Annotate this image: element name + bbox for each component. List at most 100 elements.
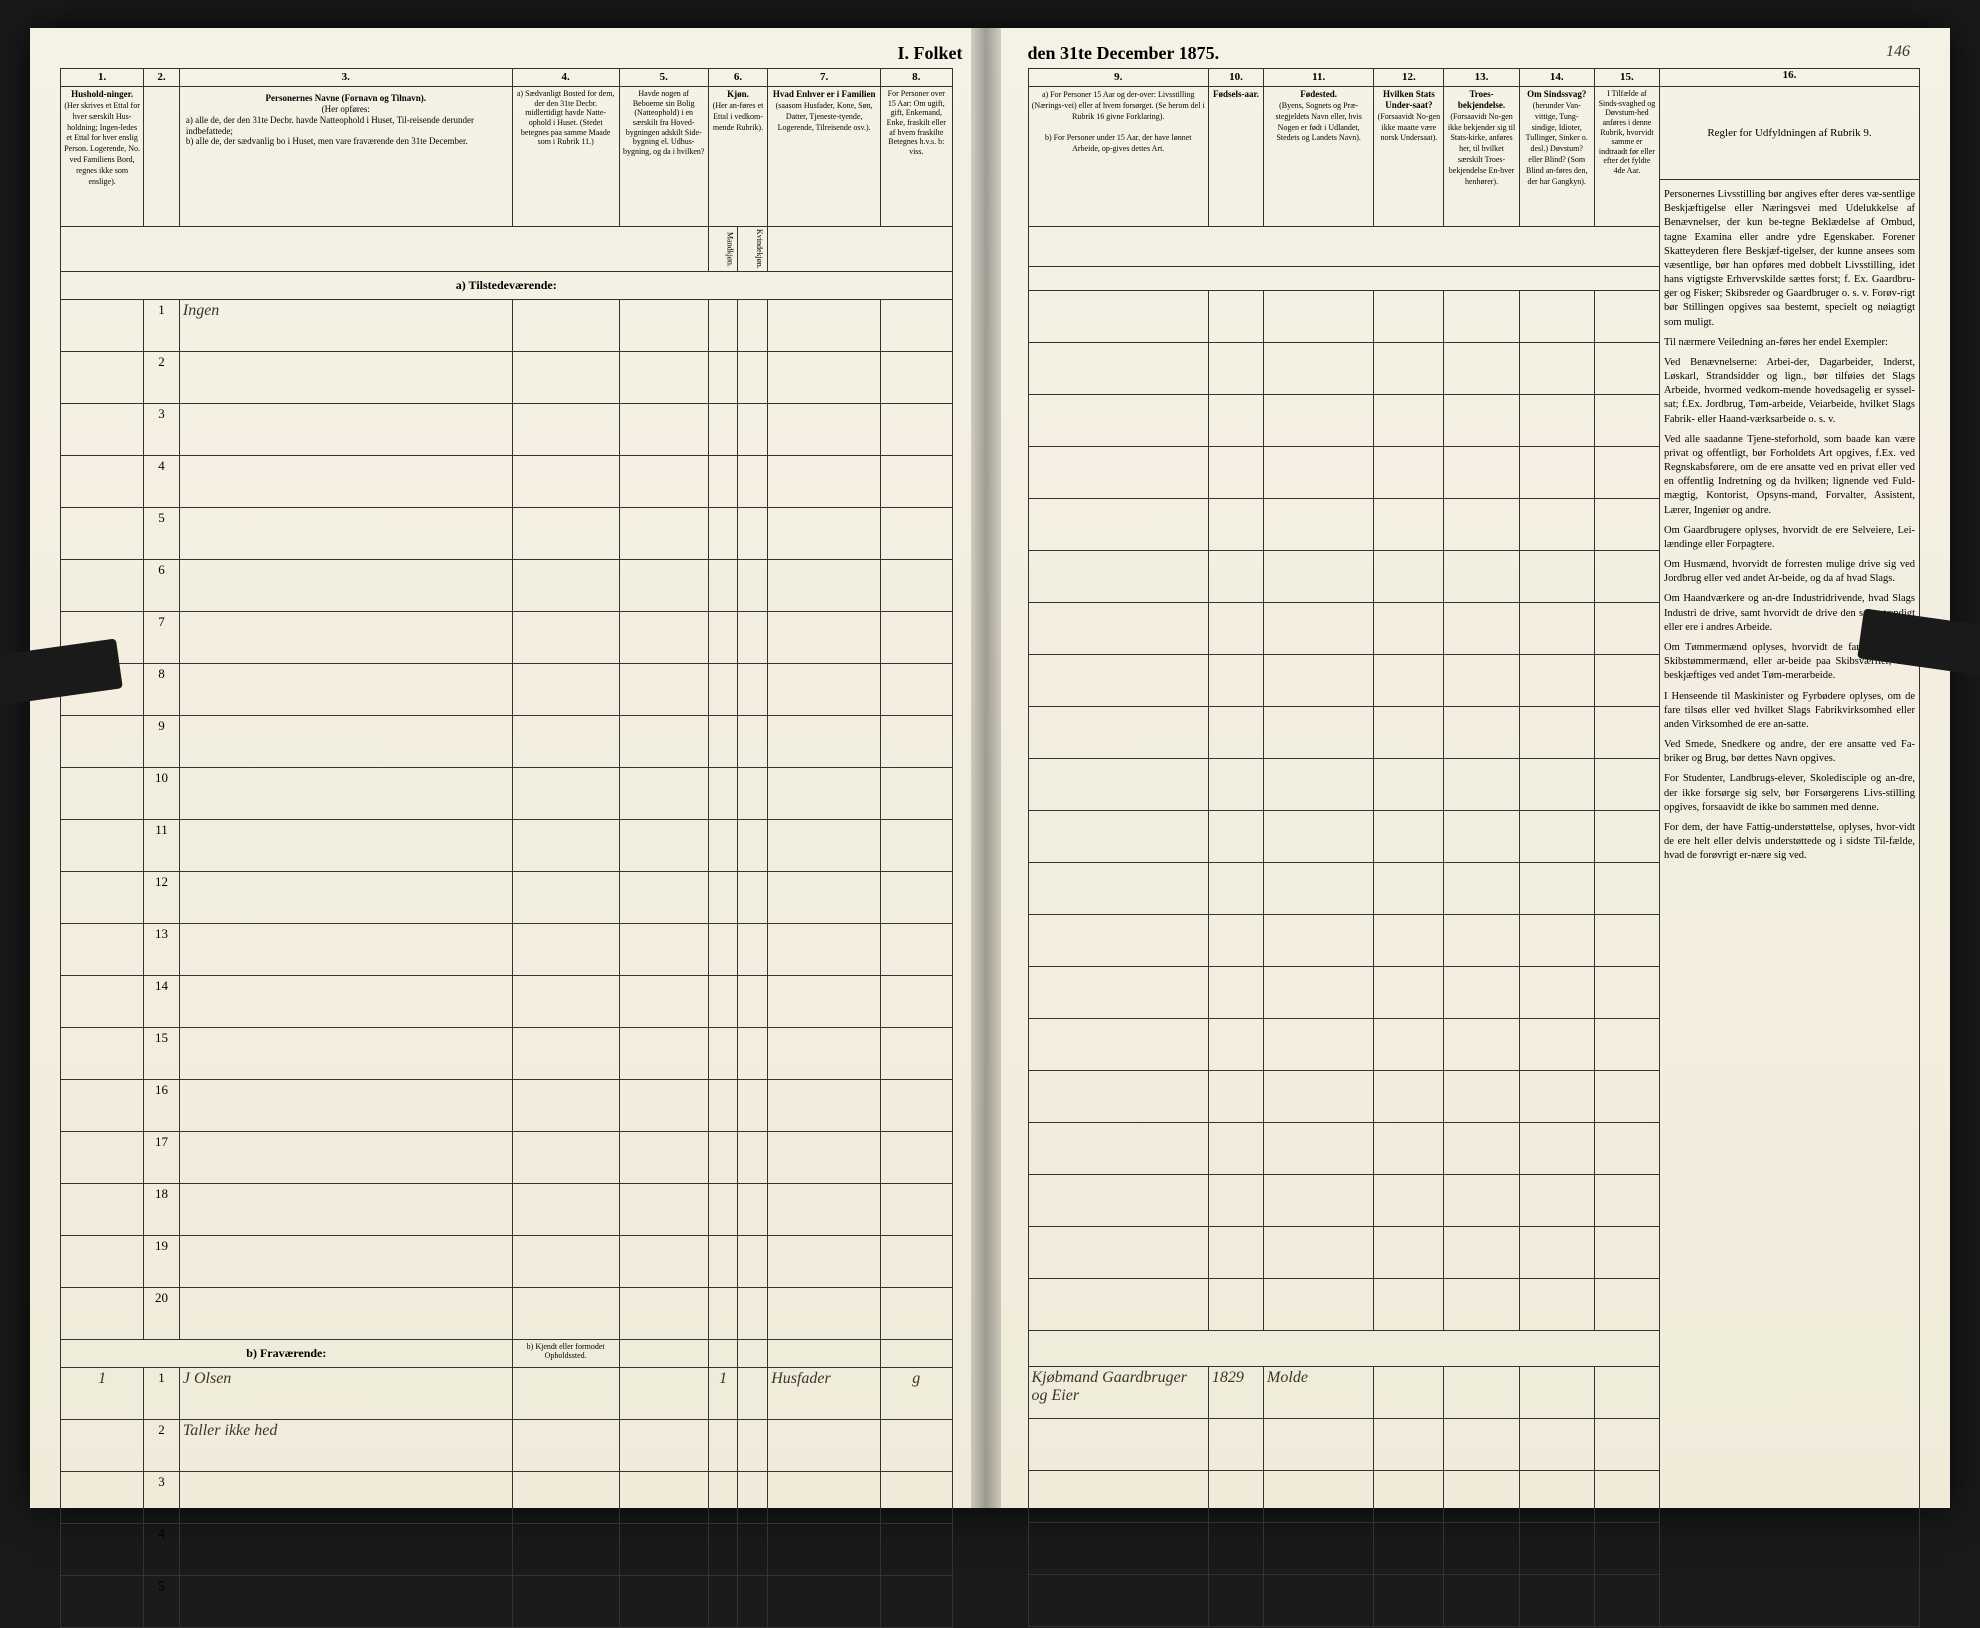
table-row: 12 — [61, 871, 953, 923]
col1-sub: (Her skrives et Ettal for hver særskilt … — [64, 101, 140, 186]
table-row: Kjøbmand Gaardbruger og Eier1829Molde — [1028, 1367, 1660, 1419]
left-table: 1. 2. 3. 4. 5. 6. 7. 8. Hushold-ninger. … — [60, 68, 953, 1628]
header-row-r: a) For Personer 15 Aar og der-over: Livs… — [1028, 87, 1660, 227]
right-page: den 31te December 1875. 146 9. 10. 11. 1… — [983, 28, 1951, 1508]
table-row — [1028, 707, 1660, 759]
table-row: 14 — [61, 975, 953, 1027]
table-row: 10 — [61, 767, 953, 819]
col1-header: Hushold-ninger. (Her skrives et Ettal fo… — [61, 87, 144, 227]
col6-k: Kvindekjøn. — [738, 227, 768, 272]
col9-b: b) For Personer under 15 Aar, der have l… — [1045, 133, 1192, 153]
col1-title: Hushold-ninger. — [71, 89, 133, 99]
table-row: 20 — [61, 1287, 953, 1339]
col6-sub: (Her an-føres et Ettal i vedkom-mende Ru… — [713, 101, 764, 132]
col9-num: 9. — [1028, 69, 1208, 87]
table-row: 19 — [61, 1235, 953, 1287]
table-row — [1028, 967, 1660, 1019]
col3-header: Personernes Navne (Fornavn og Tilnavn). … — [179, 87, 512, 227]
instructions-column: 16. Regler for Udfyldningen af Rubrik 9.… — [1660, 68, 1920, 1627]
table-row — [1028, 1123, 1660, 1175]
table-row: 2 — [61, 351, 953, 403]
table-row: 3 — [61, 1471, 953, 1523]
table-row: 4 — [61, 1523, 953, 1575]
col2-num: 2. — [144, 69, 180, 87]
table-row: 18 — [61, 1183, 953, 1235]
table-row — [1028, 655, 1660, 707]
absent-label: b) Fraværende: — [61, 1339, 513, 1367]
col12-sub: (Forsaavidt No-gen ikke maatte være nors… — [1378, 112, 1440, 143]
table-row — [1028, 343, 1660, 395]
col16-num: 16. — [1660, 69, 1919, 87]
table-row: 11J Olsen1Husfaderg — [61, 1367, 953, 1419]
table-row — [1028, 551, 1660, 603]
col-number-row-r: 9. 10. 11. 12. 13. 14. 15. — [1028, 69, 1660, 87]
instr-p3: Ved Benævnelserne: Arbei-der, Dagarbeide… — [1664, 356, 1915, 427]
col3-subheader: (Her opføres: — [186, 104, 506, 115]
table-row: 7 — [61, 611, 953, 663]
instr-p5: Om Gaardbrugere oplyses, hvorvidt de ere… — [1664, 524, 1915, 552]
col10-title: Fødsels-aar. — [1213, 89, 1259, 99]
col1-num: 1. — [61, 69, 144, 87]
col5-header: Havde nogen af Beboerne sin Bolig (Natte… — [619, 87, 708, 227]
col6-subrow: Mandkjøn. Kvindekjøn. — [61, 227, 953, 272]
table-row — [1028, 1175, 1660, 1227]
table-row — [1028, 863, 1660, 915]
col13-title: Troes-bekjendelse. — [1458, 89, 1505, 110]
col13-header: Troes-bekjendelse. (Forsaavidt No-gen ik… — [1444, 87, 1519, 227]
col12-title: Hvilken Stats Under-saat? — [1383, 89, 1435, 110]
table-row — [1028, 1419, 1660, 1471]
col7-sub: (saasom Husfader, Kone, Søn, Datter, Tje… — [776, 101, 873, 132]
instructions-text: Personernes Livsstilling bør angives eft… — [1660, 180, 1919, 877]
col4-header: a) Sædvanligt Bosted for dem, der den 31… — [512, 87, 619, 227]
page-number: 146 — [1886, 43, 1910, 61]
col16-header: Regler for Udfyldningen af Rubrik 9. — [1660, 87, 1919, 180]
table-row: 8 — [61, 663, 953, 715]
table-row — [1028, 1279, 1660, 1331]
page-title-left: I. Folket — [898, 43, 963, 64]
table-row: 5 — [61, 1575, 953, 1627]
col3-line-a: a) alle de, der den 31te Decbr. havde Na… — [186, 115, 506, 137]
table-row — [1028, 811, 1660, 863]
table-row: 6 — [61, 559, 953, 611]
table-row: 11 — [61, 819, 953, 871]
absent-sub-label: b) Kjendt eller formodet Opholdssted. — [512, 1339, 619, 1367]
right-table: 9. 10. 11. 12. 13. 14. 15. a) For Person… — [1028, 68, 1661, 1627]
census-ledger: I. Folket 1. 2. 3. 4. 5. 6. 7. 8. Hushol… — [30, 28, 1950, 1508]
col14-title: Om Sindssvag? — [1527, 89, 1586, 99]
col7-header: Hvad Enhver er i Familien (saasom Husfad… — [768, 87, 881, 227]
table-row: 1Ingen — [61, 299, 953, 351]
table-row — [1028, 915, 1660, 967]
col3-line-b: b) alle de, der sædvanlig bo i Huset, me… — [186, 136, 506, 147]
instr-p12: For dem, der have Fattig-understøttelse,… — [1664, 821, 1915, 864]
table-row: 4 — [61, 455, 953, 507]
instr-p2: Til nærmere Veiledning an-føres her ende… — [1664, 336, 1915, 350]
table-row — [1028, 291, 1660, 343]
table-row — [1028, 1227, 1660, 1279]
page-title-right: den 31te December 1875. — [1028, 43, 1220, 64]
table-row — [1028, 1471, 1660, 1523]
col7-num: 7. — [768, 69, 881, 87]
col4-num: 4. — [512, 69, 619, 87]
col9-a: a) For Personer 15 Aar og der-over: Livs… — [1032, 90, 1205, 121]
table-row — [1028, 1523, 1660, 1575]
col8-num: 8. — [881, 69, 952, 87]
header-row: Hushold-ninger. (Her skrives et Ettal fo… — [61, 87, 953, 227]
col10-header: Fødsels-aar. — [1208, 87, 1263, 227]
table-row: 9 — [61, 715, 953, 767]
col15-header: I Tilfælde af Sinds-svaghed og Døvstum-h… — [1594, 87, 1659, 227]
table-row — [1028, 603, 1660, 655]
table-row — [1028, 1019, 1660, 1071]
table-row: 16 — [61, 1079, 953, 1131]
col11-title: Fødested. — [1300, 89, 1337, 99]
section-present: a) Tilstedeværende: — [61, 271, 953, 299]
instr-p6: Om Husmænd, hvorvidt de forresten mulige… — [1664, 558, 1915, 586]
instr-p11: For Studenter, Landbrugs-elever, Skoledi… — [1664, 772, 1915, 815]
col14-num: 14. — [1519, 69, 1594, 87]
col6-header: Kjøn. (Her an-føres et Ettal i vedkom-me… — [708, 87, 767, 227]
instr-p10: Ved Smede, Snedkere og andre, der ere an… — [1664, 738, 1915, 766]
instr-p9: I Henseende til Maskinister og Fyrbødere… — [1664, 690, 1915, 733]
col2-header — [144, 87, 180, 227]
table-row — [1028, 447, 1660, 499]
table-row: 3 — [61, 403, 953, 455]
col13-num: 13. — [1444, 69, 1519, 87]
